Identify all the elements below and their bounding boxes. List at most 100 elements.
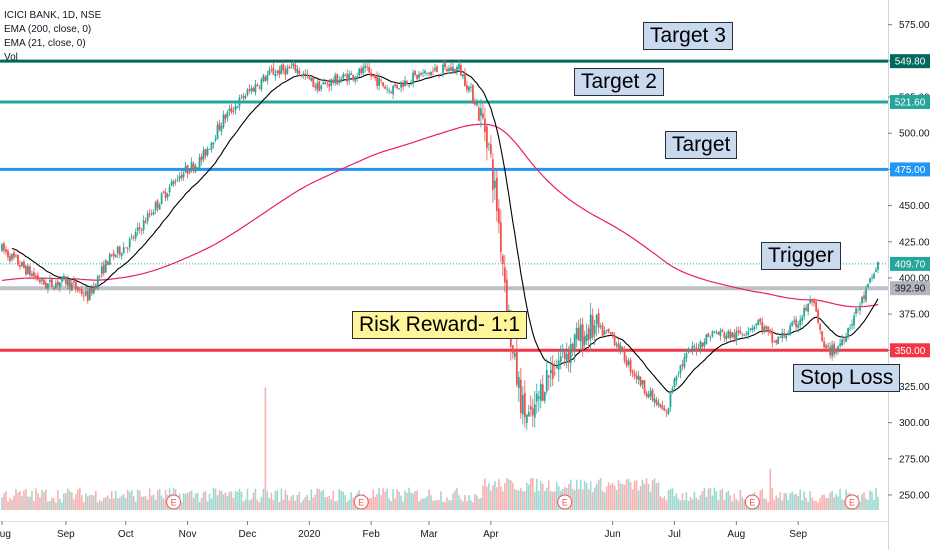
earnings-marker[interactable] — [844, 494, 860, 510]
candle-body — [725, 335, 728, 340]
candle-body — [450, 67, 452, 71]
candle-body — [440, 73, 442, 75]
volume-bar — [426, 496, 428, 510]
volume-bar — [102, 497, 105, 510]
volume-bar — [472, 502, 474, 510]
volume-bar — [270, 492, 273, 510]
volume-bar — [458, 495, 460, 510]
x-tick-label: Feb — [363, 529, 381, 540]
candle-body — [765, 325, 768, 329]
volume-bar — [623, 484, 626, 510]
price-tag-text: 521.60 — [895, 97, 926, 108]
volume-bar — [833, 497, 835, 510]
candle-body — [310, 77, 313, 81]
price-tag — [890, 343, 930, 358]
volume-bar — [721, 488, 724, 510]
volume-bar — [677, 498, 680, 510]
volume-bar — [314, 494, 317, 510]
last-price-tag — [890, 256, 930, 271]
candle-body — [58, 282, 61, 288]
volume-bar — [805, 497, 807, 510]
volume-bar — [378, 487, 380, 510]
candle-body — [499, 222, 502, 253]
candle-body — [230, 107, 233, 113]
candle-body — [557, 360, 560, 370]
volume-bar — [226, 496, 229, 510]
volume-bar — [144, 496, 147, 510]
candle-body — [204, 148, 207, 156]
volume-bar — [871, 491, 873, 510]
candle-body — [773, 341, 776, 342]
volume-bar — [510, 480, 512, 510]
volume-bar — [865, 498, 867, 510]
candle-body — [126, 247, 129, 249]
candle-body — [731, 332, 734, 338]
earnings-marker[interactable] — [353, 494, 369, 510]
candle-body — [262, 75, 265, 82]
volume-bar — [476, 495, 478, 510]
volume-bar — [27, 496, 29, 510]
volume-bar — [98, 499, 101, 510]
volume-bar — [214, 488, 217, 510]
candle-body — [663, 408, 666, 412]
volume-bar — [380, 494, 382, 510]
candle-body — [150, 213, 153, 215]
candle-body — [376, 76, 379, 87]
price-tag-text: 475.00 — [895, 165, 926, 176]
candle-body — [865, 289, 867, 301]
volume-bar — [262, 488, 265, 510]
volume-bar — [296, 495, 299, 510]
volume-bar — [643, 483, 646, 510]
volume-bar — [474, 493, 476, 510]
volume-bar — [555, 482, 558, 510]
candle-body — [332, 80, 335, 83]
candle-body — [392, 85, 395, 95]
candle-body — [719, 330, 722, 336]
volume-bar — [613, 485, 616, 510]
volume-bar — [136, 489, 139, 510]
volume-bar — [124, 498, 127, 510]
candle-body — [460, 64, 462, 76]
candle-body — [484, 118, 486, 132]
candle-body — [176, 179, 179, 182]
candle-body — [677, 374, 680, 375]
candle-body — [743, 335, 746, 336]
earnings-marker[interactable] — [557, 494, 573, 510]
volume-bar — [37, 493, 39, 510]
candle-body — [867, 283, 869, 288]
candle-body — [23, 261, 25, 268]
candle-body — [420, 72, 422, 75]
volume-bar — [43, 492, 45, 510]
volume-bar — [877, 496, 879, 510]
volume-bar — [158, 488, 161, 510]
candle-body — [575, 328, 578, 340]
candle-body — [50, 278, 53, 287]
candle-body — [154, 202, 157, 211]
volume-bar — [67, 488, 69, 510]
candle-body — [665, 411, 668, 413]
earnings-marker[interactable] — [166, 494, 182, 510]
candle-body — [661, 405, 664, 410]
candle-body — [218, 122, 221, 130]
candle-body — [721, 329, 724, 332]
volume-bar — [759, 490, 762, 510]
volume-bar — [252, 492, 255, 510]
candle-body — [643, 380, 646, 394]
candle-body — [655, 399, 658, 405]
candle-body — [406, 81, 408, 85]
candle-body — [779, 337, 782, 338]
candle-body — [13, 252, 15, 258]
annotation-risk-reward: Risk Reward- 1:1 — [352, 311, 528, 339]
earnings-marker[interactable] — [744, 494, 760, 510]
candle-body — [755, 323, 758, 326]
candle-body — [186, 165, 189, 174]
volume-bar — [326, 497, 329, 510]
volume-bar — [384, 491, 386, 510]
volume-bar — [89, 495, 91, 510]
volume-bar — [85, 493, 87, 510]
candle-body — [627, 361, 630, 365]
volume-bar — [13, 495, 15, 510]
candle-body — [37, 275, 39, 281]
candle-body — [182, 173, 185, 177]
candle-body — [398, 88, 400, 89]
